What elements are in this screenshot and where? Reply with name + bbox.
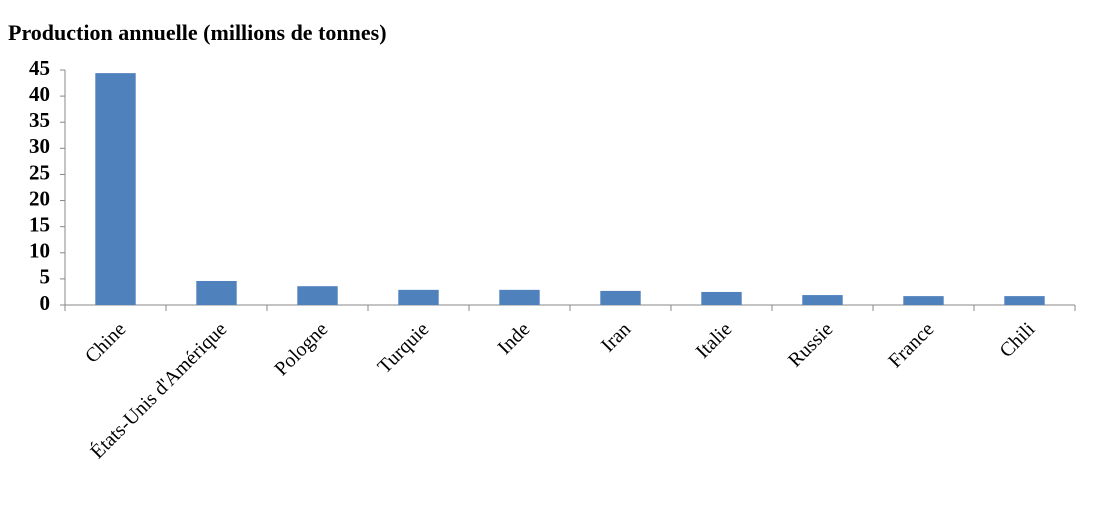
chart-title: Production annuelle (millions de tonnes)	[8, 20, 387, 45]
bar	[95, 73, 136, 305]
x-tick-label: Chili	[995, 318, 1039, 362]
x-tick-label: Turquie	[373, 318, 433, 378]
y-tick-label: 45	[29, 56, 50, 80]
bar	[297, 286, 338, 305]
x-tick-label: Italie	[692, 318, 737, 363]
bar	[600, 290, 641, 305]
bar	[701, 291, 742, 305]
bar	[499, 289, 540, 305]
y-tick-label: 5	[40, 265, 51, 289]
bar	[398, 289, 439, 305]
y-tick-label: 0	[40, 291, 51, 315]
x-tick-label: Russie	[784, 318, 837, 371]
y-tick-label: 20	[29, 186, 50, 210]
x-tick-label: Pologne	[270, 318, 332, 380]
x-tick-label: Iran	[597, 318, 635, 356]
y-tick-label: 30	[29, 134, 50, 158]
x-tick-label: France	[884, 318, 938, 372]
y-tick-label: 40	[29, 82, 50, 106]
bar	[196, 280, 237, 305]
y-tick-label: 10	[29, 239, 50, 263]
bar	[1004, 296, 1045, 305]
y-tick-label: 15	[29, 212, 50, 236]
y-tick-label: 25	[29, 160, 50, 184]
x-tick-label: Inde	[494, 318, 535, 359]
y-tick-label: 35	[29, 108, 50, 132]
bar	[903, 296, 944, 305]
bar	[802, 295, 843, 305]
x-tick-label: Chine	[81, 318, 130, 367]
